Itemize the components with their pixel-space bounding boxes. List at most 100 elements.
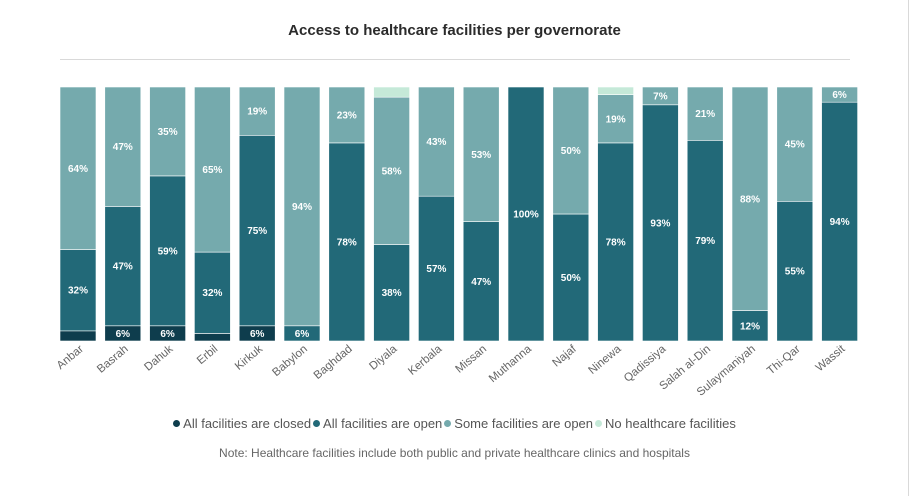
bar-segment-kerbala-s1 [418,195,455,342]
bar-segment-wassit-s1 [821,101,858,342]
chart-legend: All facilities are closed All facilities … [0,416,909,431]
bar-segment-anbar-s2 [59,86,97,250]
legend-label: No healthcare facilities [605,416,736,431]
legend-swatch-icon [173,420,181,427]
x-tick-label: Baghdad [312,343,355,382]
x-tick-label: Qadissiya [622,343,669,385]
legend-swatch-icon [595,420,603,427]
bar-segment-diyala-s3 [373,86,410,98]
bar-segment-muthanna-s1 [507,86,545,342]
x-tick-label: Thi-Qar [765,343,803,377]
bar-segment-anbar-s0 [59,330,97,342]
x-tick-label: Erbil [195,343,220,367]
data-label: 59% [158,246,178,257]
data-label: 21% [695,109,715,120]
bar-segment-baghdad-s1 [328,142,366,342]
data-label: 65% [202,165,222,176]
legend-label: All facilities are open [323,416,443,431]
x-tick-label: Missan [454,343,490,376]
data-label: 55% [785,267,805,278]
data-label: 79% [695,236,715,247]
bar-segment-baghdad-s2 [328,86,366,144]
x-tick-label: Basrah [95,343,131,376]
bar-segment-qadissiya-s2 [642,86,679,106]
stacked-bar-chart: 32% 64% Anbar 6% 47% 47% Basrah 6% 59% 35% Dahuk 32… [55,86,858,399]
x-tick-label: Dahuk [142,343,175,374]
title-divider [60,59,850,60]
data-label: 58% [382,166,402,177]
data-label: 100% [513,210,539,221]
bar-segment-ninewa-s1 [597,142,634,342]
bar-segment-missan-s2 [462,86,500,222]
data-label: 47% [113,262,133,273]
bar-segment-dahuk-s2 [149,86,186,177]
x-tick-label: Muthanna [487,343,534,385]
data-label: 94% [830,217,850,228]
data-label: 19% [247,107,267,118]
data-label: 38% [382,288,402,299]
data-label: 43% [426,137,446,148]
data-label: 47% [471,277,491,288]
data-label: 78% [606,237,626,248]
data-label: 6% [295,329,310,340]
data-label: 57% [426,264,446,275]
bar-segment-erbil-s0 [194,333,231,342]
legend-item: All facilities are open [313,416,442,431]
bar-segment-thi-qar-s1 [776,201,814,342]
bar-segment-basrah-s2 [104,86,142,207]
x-tick-label: Ninewa [586,343,624,377]
data-label: 50% [561,273,581,284]
data-label: 64% [68,164,88,175]
x-tick-label: Wassit [814,343,848,375]
x-tick-label: Najaf [550,343,579,370]
data-label: 7% [653,91,668,102]
bar-segment-kirkuk-s2 [238,86,276,136]
data-label: 6% [832,90,847,101]
x-tick-label: Babylon [270,343,310,379]
bar-segment-ninewa-s3 [597,86,634,95]
data-label: 47% [113,142,133,153]
legend-item: All facilities are closed [173,416,311,431]
legend-label: Some facilities are open [454,416,594,431]
data-label: 93% [650,218,670,229]
data-label: 45% [785,140,805,151]
chart-title: Access to healthcare facilities per gove… [288,22,621,39]
legend-item: Some facilities are open [444,416,593,431]
bar-segment-salah-al-din-s2 [686,86,724,141]
data-label: 78% [337,237,357,248]
bar-segment-diyala-s1 [373,244,410,342]
chart-note: Note: Healthcare facilities include both… [219,446,690,460]
bar-segment-najaf-s1 [552,213,590,342]
data-label: 50% [561,146,581,157]
x-tick-label: Kirkuk [233,343,265,373]
x-tick-label: Kerbala [406,343,445,378]
bar-segment-erbil-s2 [194,86,231,253]
data-label: 53% [471,150,491,161]
data-label: 23% [337,110,357,121]
bar-segment-babylon-s2 [283,86,321,327]
bar-segment-qadissiya-s1 [642,104,679,342]
data-label: 12% [740,321,760,332]
bar-segment-missan-s1 [462,221,500,342]
legend-swatch-icon [444,420,452,427]
bar-segment-kerbala-s2 [418,86,455,197]
bar-segment-dahuk-s1 [149,175,186,327]
bar-segment-anbar-s1 [59,249,97,332]
data-label: 94% [292,202,312,213]
x-tick-label: Diyala [367,343,400,373]
data-label: 35% [158,127,178,138]
legend-item: No healthcare facilities [595,416,736,431]
bar-segment-sulaymaniyah-s2 [731,86,769,311]
x-tick-label: Anbar [55,343,86,372]
bar-segment-wassit-s2 [821,86,858,103]
data-label: 88% [740,194,760,205]
data-label: 6% [160,329,175,340]
data-label: 32% [202,288,222,299]
bar-segment-kirkuk-s1 [238,135,276,327]
data-label: 19% [606,114,626,125]
data-label: 75% [247,226,267,237]
legend-swatch-icon [313,420,321,427]
data-label: 6% [116,329,131,340]
data-label: 32% [68,286,88,297]
